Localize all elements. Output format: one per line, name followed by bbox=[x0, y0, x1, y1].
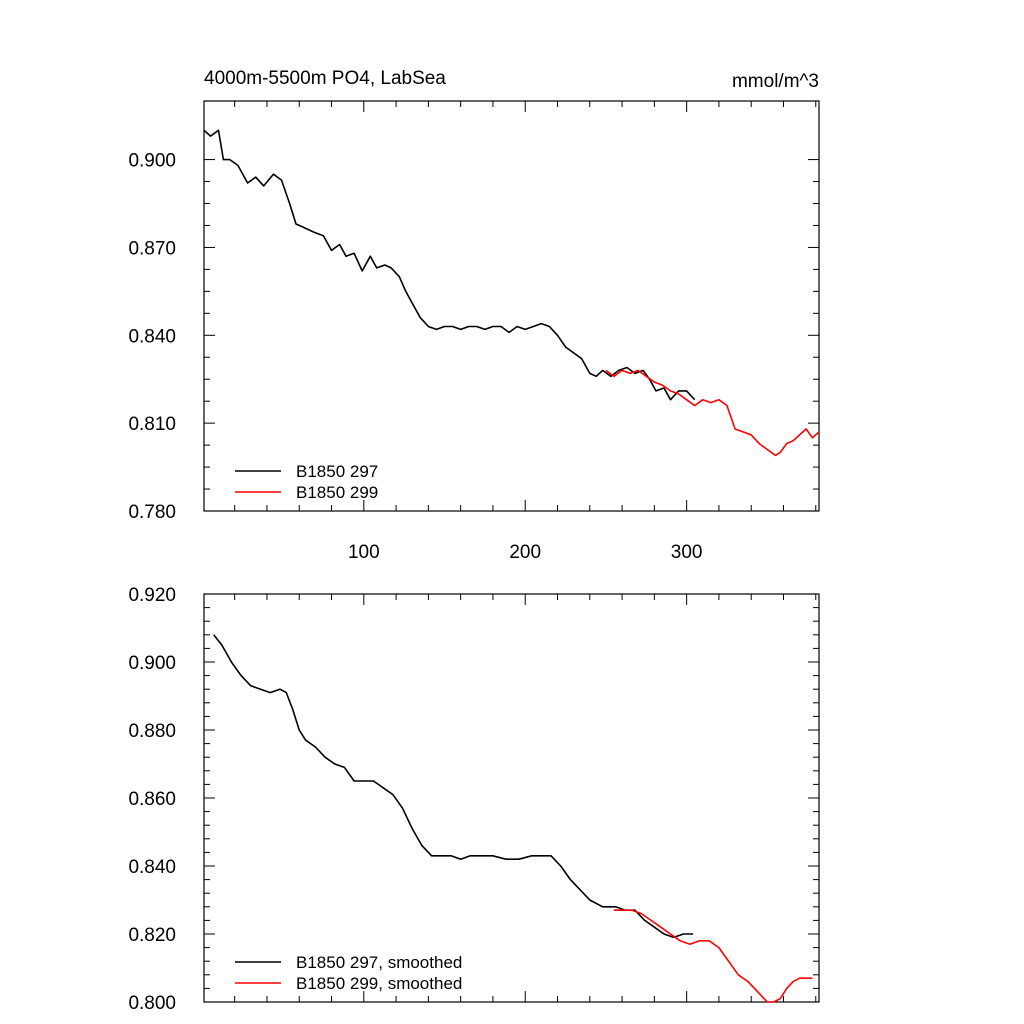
top-y-tick-label-0-810: 0.810 bbox=[128, 414, 176, 435]
top-x-tick-label-300: 300 bbox=[671, 542, 703, 563]
bottom-ticks bbox=[204, 593, 819, 1003]
top-x-tick-labels: 100 200 300 bbox=[348, 542, 703, 563]
top-legend-label-b1850-299: B1850 299 bbox=[296, 483, 378, 502]
bottom-legend: B1850 297, smoothed B1850 299, smoothed bbox=[235, 953, 462, 993]
bottom-series-line-b1850-297-smoothed bbox=[213, 634, 694, 939]
top-legend: B1850 297 B1850 299 bbox=[235, 462, 378, 502]
bottom-y-tick-label-0-900: 0.900 bbox=[128, 653, 176, 674]
top-ticks bbox=[204, 101, 819, 512]
top-x-tick-label-200: 200 bbox=[509, 542, 541, 563]
bottom-y-tick-labels: 0.800 0.820 0.840 0.860 0.880 0.900 0.920 bbox=[128, 585, 176, 1014]
top-panel: 0.780 0.810 0.840 0.870 0.900 100 200 300 4000… bbox=[128, 68, 820, 563]
bottom-series-line-b1850-299-smoothed bbox=[614, 909, 813, 1003]
bottom-y-tick-label-0-800: 0.800 bbox=[128, 993, 176, 1014]
top-x-tick-label-100: 100 bbox=[348, 542, 380, 563]
top-plot-frame bbox=[203, 100, 820, 512]
top-y-tick-label-0-870: 0.870 bbox=[128, 238, 176, 259]
bottom-legend-label-b1850-299-smoothed: B1850 299, smoothed bbox=[296, 974, 462, 993]
top-y-tick-label-0-840: 0.840 bbox=[128, 326, 176, 347]
bottom-y-tick-label-0-820: 0.820 bbox=[128, 925, 176, 946]
bottom-legend-label-b1850-297-smoothed: B1850 297, smoothed bbox=[296, 953, 462, 972]
bottom-y-tick-label-0-860: 0.860 bbox=[128, 789, 176, 810]
bottom-panel: 0.800 0.820 0.840 0.860 0.880 0.900 0.920 B185… bbox=[128, 585, 820, 1014]
bottom-y-tick-label-0-840: 0.840 bbox=[128, 857, 176, 878]
top-series-lines bbox=[203, 129, 820, 457]
top-legend-label-b1850-297: B1850 297 bbox=[296, 462, 378, 481]
top-y-tick-label-0-780: 0.780 bbox=[128, 502, 176, 523]
top-series-line-b1850-297 bbox=[203, 129, 696, 401]
top-chart-units: mmol/m^3 bbox=[732, 71, 819, 92]
bottom-y-tick-label-0-920: 0.920 bbox=[128, 585, 176, 606]
top-y-tick-labels: 0.780 0.810 0.840 0.870 0.900 bbox=[128, 151, 176, 523]
top-chart-title: 4000m-5500m PO4, LabSea bbox=[204, 68, 446, 89]
top-y-tick-label-0-900: 0.900 bbox=[128, 151, 176, 172]
top-series-line-b1850-299 bbox=[605, 369, 820, 457]
bottom-series-lines bbox=[213, 634, 813, 1003]
bottom-y-tick-label-0-880: 0.880 bbox=[128, 721, 176, 742]
